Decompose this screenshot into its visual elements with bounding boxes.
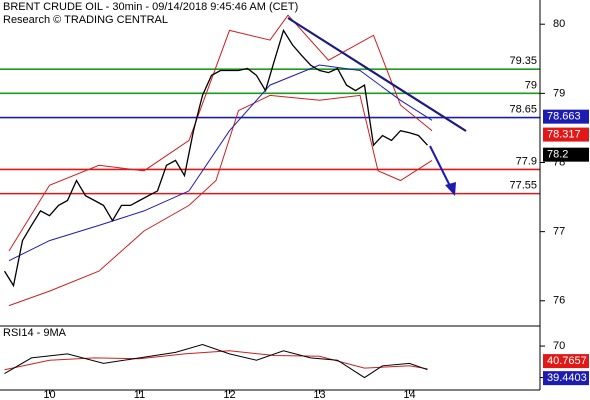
level-label: 78.65 — [509, 103, 537, 115]
series-line — [8, 94, 433, 307]
arrow-head — [445, 182, 456, 196]
x-tick-label: 12 — [223, 389, 235, 400]
price-label: 78.2 — [547, 149, 568, 161]
y-tick-label: 79 — [553, 87, 565, 99]
rsi-title: RSI14 - 9MA — [3, 327, 67, 339]
level-label: 79 — [525, 79, 537, 91]
chart-title: BRENT CRUDE OIL - 30min - 09/14/2018 9:4… — [3, 1, 298, 13]
level-label: 79.35 — [509, 55, 537, 67]
x-tick-label: 11 — [134, 389, 145, 400]
price-label: 40.7657 — [547, 355, 587, 367]
y-tick-label: 80 — [553, 18, 565, 30]
x-tick-label: 13 — [313, 389, 325, 400]
x-tick-label: 10 — [43, 389, 55, 400]
price-label-box — [543, 127, 589, 142]
level-label: 77.55 — [509, 180, 537, 192]
forecast-arrow — [429, 145, 452, 189]
y-tick-label: 70 — [553, 340, 565, 352]
series-line — [8, 14, 433, 252]
series-line — [8, 64, 433, 262]
chart-subtitle: Research © TRADING CENTRAL — [3, 14, 168, 26]
series-line — [3, 28, 428, 288]
y-tick-label: 77 — [553, 226, 565, 238]
price-label: 78.317 — [547, 128, 581, 140]
price-label-box — [543, 147, 589, 162]
price-label-box — [543, 354, 589, 369]
plot-area: 767778798079.357978.6577.977.5578.66378.… — [0, 14, 589, 400]
trend-line — [287, 17, 467, 132]
price-label-box — [543, 109, 589, 124]
y-tick-label: 76 — [553, 295, 565, 307]
level-label: 77.9 — [516, 155, 537, 167]
x-tick-label: 14 — [403, 389, 415, 400]
price-label-box — [543, 371, 589, 386]
price-label: 39.4403 — [547, 372, 587, 384]
series-line — [4, 343, 428, 379]
price-label: 78.663 — [547, 111, 581, 123]
